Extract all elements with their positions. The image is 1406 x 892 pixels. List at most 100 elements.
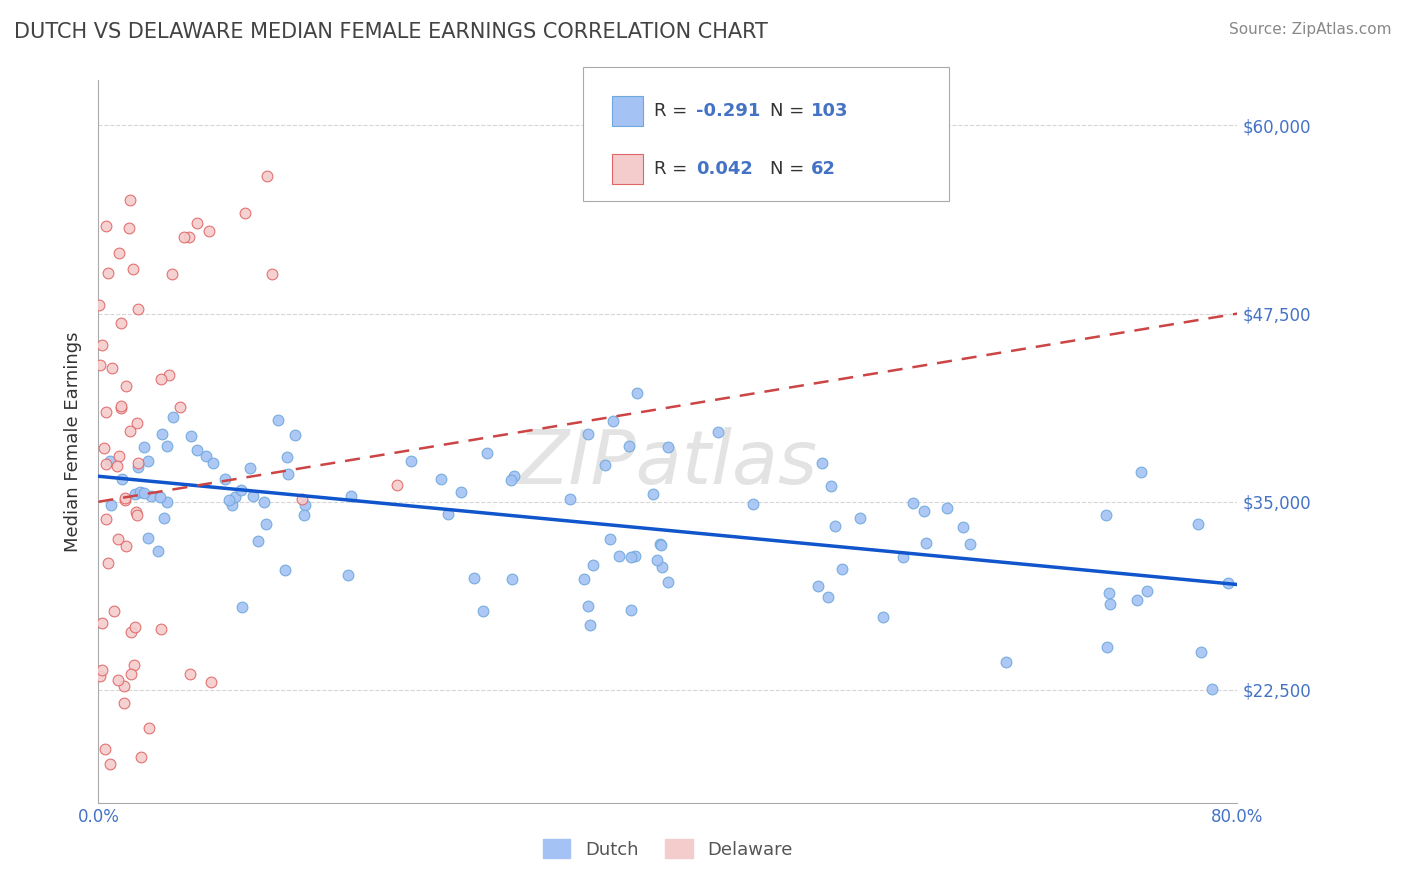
Point — [620, 550, 643, 565]
Point — [114, 679, 136, 693]
Text: R =: R = — [654, 160, 693, 178]
Point — [576, 599, 599, 614]
Point — [108, 245, 131, 260]
Point — [1095, 508, 1118, 522]
Point — [94, 742, 117, 756]
Point — [177, 230, 200, 244]
Point — [180, 428, 202, 442]
Point — [120, 425, 142, 439]
Point — [94, 457, 117, 471]
Point — [186, 216, 208, 230]
Point — [831, 562, 853, 576]
Point — [200, 674, 222, 689]
Text: N =: N = — [770, 160, 810, 178]
Point — [162, 409, 184, 424]
Point — [959, 537, 981, 551]
Point — [291, 492, 314, 507]
Point — [558, 492, 581, 507]
Point — [260, 267, 283, 281]
Point — [107, 532, 129, 546]
Point — [110, 316, 132, 330]
Point — [602, 414, 624, 428]
Point — [91, 615, 114, 630]
Point — [246, 533, 269, 548]
Point — [239, 460, 262, 475]
Point — [619, 603, 641, 617]
Text: DUTCH VS DELAWARE MEDIAN FEMALE EARNINGS CORRELATION CHART: DUTCH VS DELAWARE MEDIAN FEMALE EARNINGS… — [14, 22, 768, 42]
Point — [811, 456, 834, 470]
Text: 0.042: 0.042 — [696, 160, 752, 178]
Point — [122, 262, 145, 277]
Point — [1126, 592, 1149, 607]
Point — [107, 449, 129, 463]
Point — [256, 169, 278, 183]
Point — [100, 498, 122, 512]
Point — [817, 590, 839, 604]
Point — [153, 511, 176, 525]
Point — [807, 579, 830, 593]
Point — [100, 361, 122, 376]
Point — [94, 404, 117, 418]
Point — [201, 456, 224, 470]
Point — [105, 459, 128, 474]
Point — [124, 620, 146, 634]
Point — [626, 385, 648, 400]
Point — [231, 599, 253, 614]
Point — [120, 667, 142, 681]
Point — [576, 426, 599, 441]
Point — [471, 604, 494, 618]
Point — [138, 721, 160, 735]
Point — [430, 472, 453, 486]
Point — [122, 658, 145, 673]
Point — [274, 563, 297, 577]
Point — [89, 669, 111, 683]
Point — [340, 489, 363, 503]
Point — [146, 544, 169, 558]
Point — [277, 467, 299, 482]
Point — [124, 505, 146, 519]
Point — [224, 491, 246, 505]
Point — [91, 663, 114, 677]
Point — [267, 413, 290, 427]
Point — [294, 499, 316, 513]
Point — [619, 439, 641, 453]
Y-axis label: Median Female Earnings: Median Female Earnings — [65, 331, 83, 552]
Text: -0.291: -0.291 — [696, 103, 761, 120]
Point — [112, 696, 135, 710]
Point — [149, 491, 172, 505]
Point — [195, 449, 218, 463]
Point — [221, 498, 243, 512]
Point — [1136, 584, 1159, 599]
Point — [1216, 575, 1239, 590]
Point — [169, 400, 191, 414]
Point — [114, 379, 136, 393]
Point — [233, 206, 256, 220]
Point — [657, 574, 679, 589]
Point — [242, 490, 264, 504]
Point — [91, 338, 114, 352]
Point — [648, 537, 671, 551]
Point — [127, 301, 149, 316]
Point — [891, 549, 914, 564]
Point — [1130, 465, 1153, 479]
Point — [134, 440, 156, 454]
Point — [820, 479, 842, 493]
Point — [120, 194, 142, 208]
Point — [477, 446, 499, 460]
Point — [284, 428, 307, 442]
Point — [97, 557, 120, 571]
Point — [114, 491, 136, 505]
Point — [110, 401, 132, 416]
Point — [120, 625, 142, 640]
Point — [98, 757, 121, 772]
Point — [1189, 645, 1212, 659]
Point — [256, 516, 278, 531]
Point — [94, 219, 117, 234]
Point — [110, 399, 132, 413]
Point — [437, 508, 460, 522]
Point — [141, 489, 163, 503]
Point — [150, 426, 173, 441]
Point — [214, 472, 236, 486]
Point — [1098, 586, 1121, 600]
Point — [186, 443, 208, 458]
